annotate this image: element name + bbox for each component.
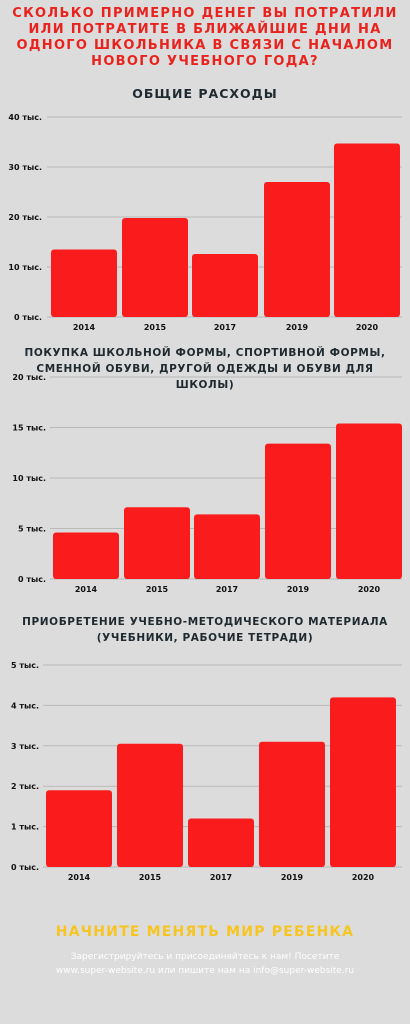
cta-title: НАЧНИТЕ МЕНЯТЬ МИР РЕБЕНКА xyxy=(55,924,355,940)
chart-total-expenses: 0 тыс. 10 тыс. 20 тыс. 30 тыс. 40 тыс. 2014 20… xyxy=(8,113,402,332)
x-category-label: 2019 xyxy=(287,585,310,594)
y-tick-label: 3 тыс. xyxy=(11,742,39,751)
y-tick-label: 10 тыс. xyxy=(12,474,46,483)
bar-2020 xyxy=(334,143,400,317)
y-tick-label: 1 тыс. xyxy=(11,823,39,832)
bar-2014 xyxy=(46,790,112,867)
x-category-label: 2014 xyxy=(68,873,91,882)
infographic-headline: СКОЛЬКО ПРИМЕРНО ДЕНЕГ ВЫ ПОТРАТИЛИ ИЛИ … xyxy=(12,6,398,69)
bar-2014 xyxy=(53,532,119,579)
bar-2020 xyxy=(336,423,402,579)
y-tick-label: 5 тыс. xyxy=(18,525,46,534)
x-category-label: 2020 xyxy=(352,873,375,882)
y-tick-label: 0 тыс. xyxy=(18,575,46,584)
x-category-label: 2015 xyxy=(146,585,169,594)
x-category-label: 2019 xyxy=(281,873,304,882)
bar-2020 xyxy=(330,697,396,867)
cta-text-line-1: Зарегистрируйтесь и присоединяйтесь к на… xyxy=(70,952,340,962)
x-category-label: 2014 xyxy=(75,585,98,594)
y-tick-label: 20 тыс. xyxy=(8,213,42,222)
bar-2019 xyxy=(264,182,330,317)
chart-3-title: ПРИОБРЕТЕНИЕ УЧЕБНО-МЕТОДИЧЕСКОГО МАТЕРИ… xyxy=(22,616,388,644)
y-tick-label: 15 тыс. xyxy=(12,424,46,433)
chart-2-title: ПОКУПКА ШКОЛЬНОЙ ФОРМЫ, СПОРТИВНОЙ ФОРМЫ… xyxy=(24,347,386,391)
y-tick-label: 20 тыс. xyxy=(12,373,46,382)
x-category-label: 2019 xyxy=(286,323,309,332)
bar-2015 xyxy=(122,218,188,317)
x-category-label: 2015 xyxy=(144,323,167,332)
bar-2014 xyxy=(51,249,117,317)
y-tick-label: 5 тыс. xyxy=(11,661,39,670)
bar-2017 xyxy=(194,514,260,579)
x-category-label: 2020 xyxy=(358,585,381,594)
bar-2015 xyxy=(117,743,183,867)
chart-1-title: ОБЩИЕ РАСХОДЫ xyxy=(132,86,278,101)
bar-2019 xyxy=(265,443,331,579)
x-category-label: 2015 xyxy=(139,873,162,882)
bar-2017 xyxy=(192,254,258,317)
x-category-label: 2014 xyxy=(73,323,96,332)
y-tick-label: 40 тыс. xyxy=(8,113,42,122)
x-category-label: 2020 xyxy=(356,323,379,332)
chart-textbook-expenses: 0 тыс. 1 тыс. 2 тыс. 3 тыс. 4 тыс. 5 тыс. 2014… xyxy=(11,661,402,882)
y-tick-label: 10 тыс. xyxy=(8,263,42,272)
y-tick-label: 4 тыс. xyxy=(11,701,39,710)
x-category-label: 2017 xyxy=(216,585,238,594)
bar-2015 xyxy=(124,507,190,579)
y-tick-label: 0 тыс. xyxy=(11,863,39,872)
bar-2017 xyxy=(188,818,254,867)
y-tick-label: 2 тыс. xyxy=(11,782,39,791)
bar-2019 xyxy=(259,741,325,867)
chart-clothing-expenses: 0 тыс. 5 тыс. 10 тыс. 15 тыс. 20 тыс. 2014 201… xyxy=(12,373,402,594)
cta-text-line-2: www.super-website.ru или пишите нам на i… xyxy=(55,966,355,976)
x-category-label: 2017 xyxy=(210,873,232,882)
y-tick-label: 30 тыс. xyxy=(8,163,42,172)
y-tick-label: 0 тыс. xyxy=(14,313,42,322)
x-category-label: 2017 xyxy=(214,323,236,332)
